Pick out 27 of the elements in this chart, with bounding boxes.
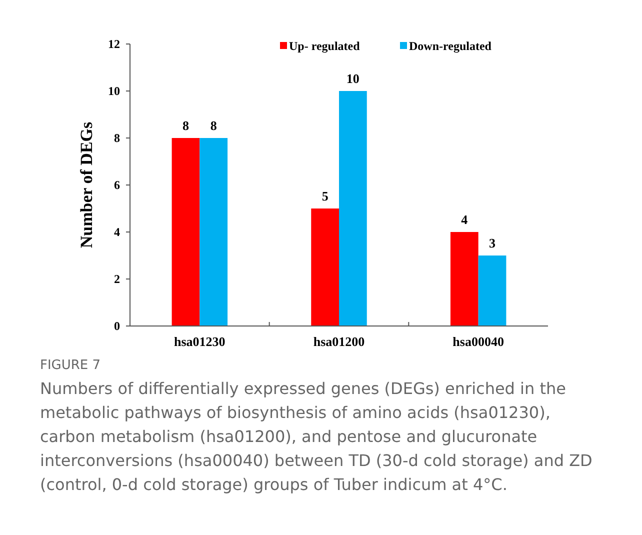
- legend-label: Up- regulated: [289, 39, 360, 54]
- bar: [311, 208, 339, 326]
- legend-label: Down-regulated: [409, 39, 492, 54]
- data-label: 10: [346, 71, 360, 86]
- text: FIGURE 7: [40, 358, 102, 373]
- bar: [200, 138, 228, 326]
- data-label: 5: [322, 188, 329, 204]
- y-tick-label: 6: [114, 178, 120, 192]
- x-tick-label: hsa00040: [452, 334, 504, 349]
- y-tick-label: 8: [114, 131, 120, 146]
- data-label: 4: [461, 212, 468, 227]
- y-tick-label: 4: [114, 225, 120, 240]
- y-tick-label: 12: [108, 37, 120, 52]
- y-tick-label: 0: [114, 319, 120, 334]
- y-axis-title: Number of DEGs: [77, 121, 96, 248]
- text: Numbers of differentially expressed genes (DEGs) enriched in the metabolic pathways of biosynthesis of amino acids (hsa01230), carbon metabolism (hsa01200), and pentose and glucuronate interconversions (hsa00040) between TD (30-d cold storage) and ZD (control, 0-d cold storage) groups of Tuber indicum at 4°C.: [40, 378, 594, 496]
- bar: [450, 232, 478, 326]
- bar: [172, 138, 200, 326]
- data-label: 8: [182, 118, 190, 133]
- y-tick-label: 10: [108, 84, 120, 98]
- bar: [339, 91, 367, 326]
- data-label: 8: [210, 118, 218, 133]
- x-tick-label: hsa01200: [313, 334, 365, 349]
- y-tick-label: 2: [114, 272, 120, 286]
- data-label: 3: [489, 236, 496, 250]
- x-tick-label: hsa01230: [174, 334, 226, 349]
- bar: [478, 256, 506, 326]
